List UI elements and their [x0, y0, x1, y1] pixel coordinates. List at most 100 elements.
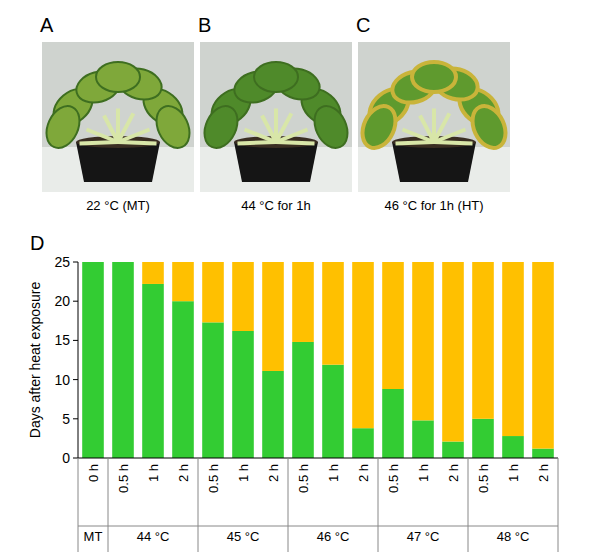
y-tick: [73, 340, 78, 341]
panel-label: C: [356, 14, 370, 36]
x-tick-label: 2 h: [266, 464, 281, 482]
photo-panel: [40, 42, 196, 192]
panel-label: D: [30, 232, 44, 254]
group-separator: [78, 458, 79, 552]
leaf: [254, 62, 298, 92]
leaf: [466, 101, 512, 154]
figure: A22 °C (MT)B44 °C for 1hC46 °C for 1h (H…: [0, 0, 600, 554]
y-tick: [73, 418, 78, 419]
x-tick-label: 1 h: [326, 464, 341, 482]
group-separator: [198, 458, 199, 552]
bar-segment: [352, 262, 374, 428]
x-tick-label: 0.5 h: [476, 464, 491, 493]
panel-label: A: [40, 14, 54, 36]
bar-segment: [532, 449, 554, 458]
group-label: MT: [84, 529, 103, 544]
petiole: [238, 142, 277, 144]
bar-segment: [262, 262, 284, 371]
group-label: 48 °C: [497, 529, 530, 544]
bar-segment: [502, 262, 524, 436]
petiole: [396, 142, 435, 144]
x-tick-label: 2 h: [356, 464, 371, 482]
bar-segment: [382, 262, 404, 389]
bar-segment: [142, 262, 164, 284]
bar-segment: [322, 365, 344, 458]
bar-segment: [532, 262, 554, 449]
y-tick: [73, 301, 78, 302]
petiole: [116, 109, 120, 143]
group-separator: [288, 458, 289, 552]
x-tick-label: 0.5 h: [296, 464, 311, 493]
group-separator: [378, 458, 379, 552]
bar-segment: [412, 420, 434, 458]
bars: [82, 262, 554, 458]
panel-caption: 46 °C for 1h (HT): [384, 198, 483, 213]
group-separator: [468, 458, 469, 552]
bar-segment: [82, 262, 104, 263]
x-tick-label: 0.5 h: [386, 464, 401, 493]
petiole: [434, 113, 449, 142]
y-axis-label: Days after heat exposure: [27, 282, 43, 439]
petiole: [276, 113, 291, 142]
y-tick-label: 15: [54, 332, 70, 348]
y-tick: [73, 379, 78, 380]
y-tick-label: 20: [54, 293, 70, 309]
x-tick-label: 0.5 h: [116, 464, 131, 493]
bar-segment: [202, 262, 224, 322]
bar-segment: [142, 284, 164, 458]
petiole: [434, 142, 473, 144]
leaf: [96, 62, 140, 92]
x-tick-label: 2 h: [176, 464, 191, 482]
leaf: [150, 101, 196, 154]
y-axis: [78, 262, 79, 458]
group-divider: [78, 526, 558, 527]
y-tick-label: 10: [54, 372, 70, 388]
y-tick-label: 0: [62, 450, 70, 466]
petiole: [432, 109, 436, 143]
x-axis: [78, 458, 558, 459]
x-tick-label: 1 h: [506, 464, 521, 482]
leaf: [412, 62, 456, 92]
y-tick: [73, 262, 78, 263]
petiole: [118, 113, 133, 142]
bar-segment: [442, 442, 464, 458]
petiole: [118, 142, 157, 144]
x-tick-label: 0 h: [86, 464, 101, 482]
panel-caption: 44 °C for 1h: [241, 198, 311, 213]
bar-segment: [82, 262, 104, 458]
x-tick-label: 2 h: [536, 464, 551, 482]
x-tick-label: 2 h: [446, 464, 461, 482]
petiole: [276, 142, 315, 144]
x-tick-label: 1 h: [146, 464, 161, 482]
group-label: 46 °C: [317, 529, 350, 544]
petiole: [80, 142, 119, 144]
bar-segment: [472, 419, 494, 458]
petiole: [104, 116, 118, 143]
y-tick-label: 25: [54, 254, 70, 270]
petiole: [420, 116, 434, 143]
leaf: [198, 101, 244, 154]
group-separator: [108, 458, 109, 552]
bar-segment: [292, 342, 314, 458]
panel-caption: 22 °C (MT): [86, 198, 150, 213]
bar-segment: [442, 262, 464, 442]
bar-segment: [172, 301, 194, 458]
bar-segment: [382, 389, 404, 458]
bar-segment: [202, 322, 224, 458]
group-label: 44 °C: [137, 529, 170, 544]
leaf: [356, 101, 402, 154]
petiole: [262, 116, 276, 143]
canvas: A22 °C (MT)B44 °C for 1hC46 °C for 1h (H…: [0, 0, 600, 554]
petiole: [274, 109, 278, 143]
bar-segment: [172, 262, 194, 301]
y-tick-label: 5: [62, 411, 70, 427]
bar-segment: [472, 262, 494, 419]
group-separator: [558, 458, 559, 552]
bar-segment: [112, 262, 134, 458]
x-tick-label: 0.5 h: [206, 464, 221, 493]
bar-segment: [292, 262, 314, 342]
bar-segment: [502, 436, 524, 458]
photo-panel: [198, 42, 354, 192]
x-tick-label: 1 h: [236, 464, 251, 482]
bar-segment: [112, 262, 134, 263]
